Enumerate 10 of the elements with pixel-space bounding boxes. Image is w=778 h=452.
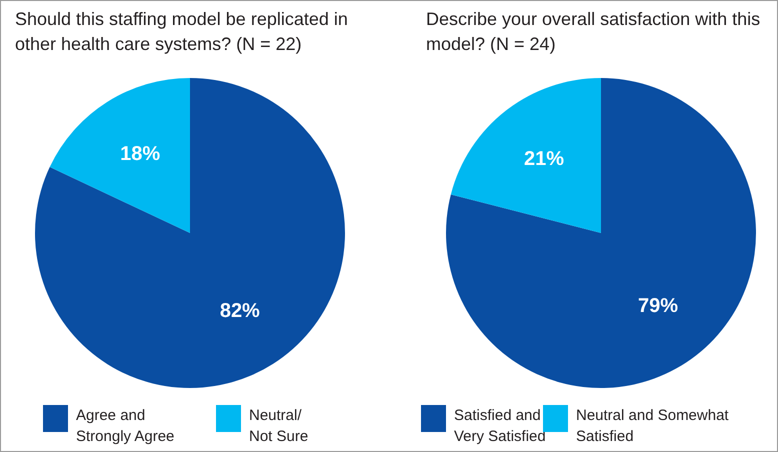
legend-label: Satisfied and Very Satisfied [454, 406, 547, 447]
legend-label: Neutral/ Not Sure [249, 406, 310, 447]
chart-title: Should this staffing model be replicated in other health care systems? (N = 22) [15, 8, 349, 56]
legend-label: Neutral and Somewhat Satisfied [576, 406, 730, 447]
data-label: 82% [220, 300, 260, 322]
chart-title: Describe your overall satisfaction with this model? (N = 24) [426, 8, 762, 56]
data-label: 79% [638, 295, 678, 317]
legend-label: Agree and Strongly Agree [76, 406, 176, 447]
data-label: 18% [120, 142, 160, 165]
data-label: 21% [524, 148, 564, 170]
